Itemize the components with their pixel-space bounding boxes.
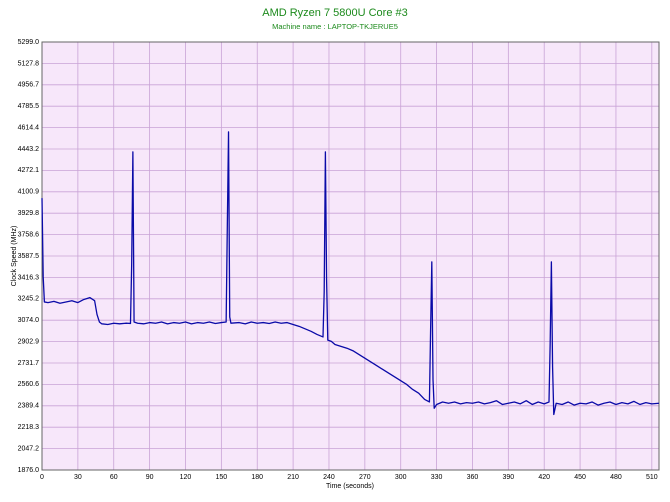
y-tick-label: 2218.3 [18,424,40,431]
y-tick-label: 3416.3 [18,274,40,281]
x-tick-label: 210 [287,474,299,481]
y-tick-label: 1876.0 [18,467,40,474]
x-tick-label: 150 [216,474,228,481]
chart-title: AMD Ryzen 7 5800U Core #3 [262,7,408,19]
y-axis-label: Clock Speed (MHz) [11,226,18,287]
y-tick-label: 4100.9 [18,189,40,196]
y-tick-label: 2731.7 [18,360,40,367]
data-line [41,131,660,416]
y-tick-label: 3074.0 [18,317,40,324]
y-tick-label: 2047.2 [18,445,40,452]
x-tick-label: 360 [467,474,479,481]
y-tick-label: 4443.2 [18,146,40,153]
x-tick-label: 30 [74,474,82,481]
x-tick-label: 300 [395,474,407,481]
y-tick-label: 5299.0 [18,39,40,46]
plot-frame [41,41,660,471]
x-tick-label: 270 [359,474,371,481]
y-tick-label: 5127.8 [18,60,40,67]
x-tick-label: 480 [610,474,622,481]
x-tick-label: 390 [502,474,514,481]
y-tick-label: 2389.4 [18,403,40,410]
y-tick-label: 2902.9 [18,338,40,345]
y-tick-label: 3758.6 [18,231,40,238]
y-tick-label: 4956.7 [18,82,40,89]
x-tick-label: 420 [538,474,550,481]
x-tick-label: 90 [146,474,154,481]
x-tick-label: 330 [431,474,443,481]
y-tick-label: 3929.8 [18,210,40,217]
y-tick-label: 2560.6 [18,381,40,388]
x-tick-label: 240 [323,474,335,481]
x-tick-label: 180 [251,474,263,481]
x-tick-label: 0 [40,474,44,481]
x-axis-label: Time (seconds) [326,483,374,490]
chart-subtitle: Machine name : LAPTOP-TKJERUE5 [272,22,398,31]
y-tick-label: 4785.5 [18,103,40,110]
y-tick-label: 3245.2 [18,296,40,303]
x-tick-label: 510 [646,474,658,481]
x-tick-label: 450 [574,474,586,481]
x-tick-label: 120 [180,474,192,481]
x-tick-label: 60 [110,474,118,481]
y-tick-label: 4272.1 [18,167,40,174]
y-tick-label: 3587.5 [18,253,40,260]
y-tick-label: 4614.4 [18,124,40,131]
